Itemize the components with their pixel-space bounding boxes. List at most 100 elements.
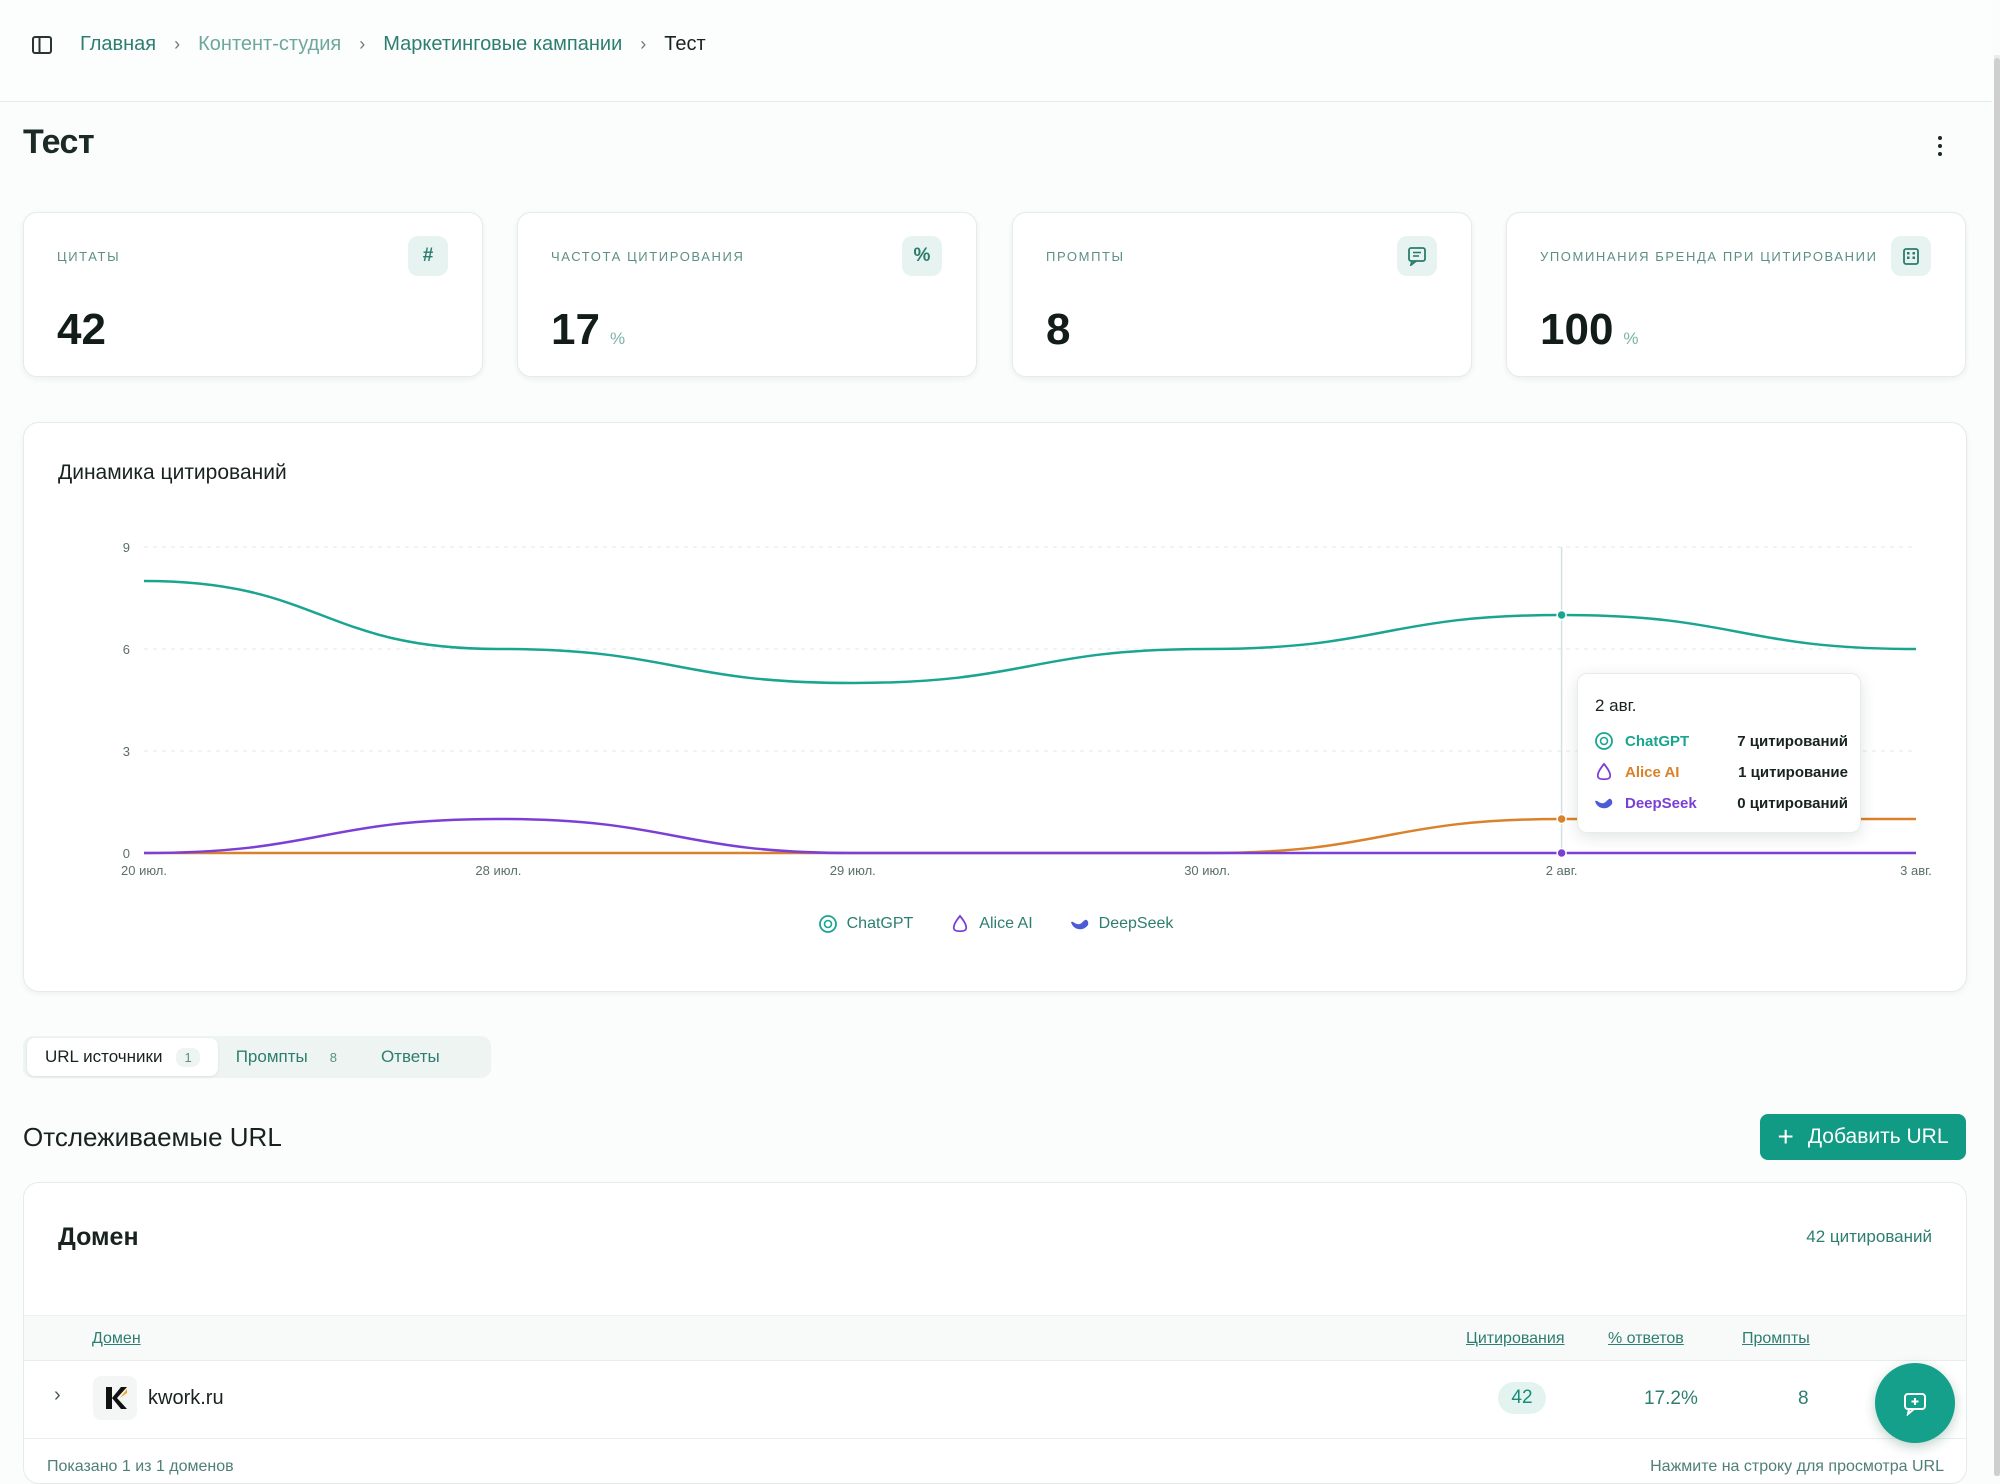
kpi-value: 42 (57, 305, 106, 354)
x-tick-label: 2 авг. (1546, 863, 1578, 878)
chevron-right-icon: › (359, 34, 366, 54)
chart-tooltip: 2 авг. ChatGPT 7 цитирований Alice AI 1 … (1577, 673, 1861, 833)
percent-icon: % (902, 236, 942, 276)
table-row[interactable]: › kwork.ru 42 17.2% 8 (24, 1360, 1966, 1439)
series-line-deepseek (143, 817, 1916, 855)
tooltip-series-name: DeepSeek (1625, 794, 1697, 812)
tab-answers[interactable]: Ответы (363, 1038, 458, 1076)
column-header-answer-percent[interactable]: % ответов (1608, 1330, 1684, 1347)
building-icon (1891, 236, 1931, 276)
kpi-value: 17% (551, 305, 626, 354)
x-tick-label: 29 июл. (830, 863, 876, 878)
data-point (1556, 609, 1567, 621)
tooltip-row-deepseek: DeepSeek 0 цитирований (1593, 791, 1848, 815)
kpi-label: Промпты (1046, 249, 1125, 264)
sidebar-toggle-icon[interactable] (32, 36, 52, 54)
add-url-label: Добавить URL (1807, 1125, 1949, 1148)
tab-label: URL источники (45, 1047, 163, 1066)
kpi-card-citations: Цитаты # 42 (23, 212, 483, 377)
add-url-button[interactable]: + Добавить URL (1760, 1114, 1966, 1160)
tooltip-series-name: ChatGPT (1625, 732, 1690, 750)
table-header: Домен Цитирования % ответов Промпты (24, 1315, 1966, 1361)
kpi-label: Частота цитирования (551, 249, 745, 264)
tooltip-series-value: 1 цитирование (1738, 763, 1848, 781)
message-plus-icon (1904, 1393, 1926, 1416)
tooltip-row-alice: Alice AI 1 цитирование (1593, 760, 1848, 784)
x-tick-label: 20 июл. (121, 863, 167, 878)
top-bar: Главная › Контент-студия › Маркетинговые… (0, 0, 1992, 102)
breadcrumb-campaigns[interactable]: Маркетинговые кампании (383, 33, 623, 55)
tooltip-series-value: 0 цитирований (1737, 794, 1848, 812)
tooltip-series-name: Alice AI (1625, 763, 1680, 781)
chevron-right-icon: › (174, 34, 181, 54)
column-header-domain[interactable]: Домен (92, 1330, 141, 1347)
chatgpt-icon (818, 915, 837, 933)
scrollbar-thumb[interactable] (1994, 58, 2000, 1476)
domain-card-title: Домен (58, 1223, 139, 1251)
row-answer-percent: 17.2% (1644, 1388, 1698, 1409)
chevron-right-icon[interactable]: › (54, 1384, 61, 1406)
chart-title: Динамика цитирований (58, 461, 287, 484)
tab-count: 1 (176, 1047, 200, 1067)
page-title: Тест (23, 123, 95, 161)
kpi-label: Упоминания бренда при цитировании (1540, 249, 1878, 264)
data-point (1556, 813, 1567, 825)
domain-citation-count: 42 цитирований (1806, 1227, 1932, 1246)
column-header-prompts[interactable]: Промпты (1742, 1330, 1810, 1347)
tooltip-row-chatgpt: ChatGPT 7 цитирований (1593, 729, 1848, 753)
domain-table-card: Домен 42 цитирований Домен Цитирования %… (23, 1182, 1967, 1484)
kpi-label: Цитаты (57, 249, 121, 264)
tooltip-series-value: 7 цитирований (1737, 732, 1848, 750)
kpi-card-citation-rate: Частота цитирования % 17% (517, 212, 977, 377)
legend-label: Alice AI (979, 915, 1033, 932)
deepseek-icon (1070, 919, 1088, 930)
more-options-icon[interactable] (1930, 128, 1950, 164)
kpi-value: 100% (1540, 305, 1639, 354)
kpi-unit: % (609, 329, 626, 348)
deepseek-icon (1595, 798, 1613, 809)
x-tick-label: 3 авг. (1900, 863, 1932, 878)
tab-url-sources[interactable]: URL источники 1 (27, 1038, 218, 1076)
message-icon (1397, 236, 1437, 276)
y-tick-label: 9 (123, 540, 130, 555)
citations-line-chart[interactable]: 0 3 6 9 20 июл. 28 июл. 29 июл. 30 июл. 2 авг. 3 … (24, 423, 1966, 991)
kpi-card-prompts: Промпты 8 (1012, 212, 1472, 377)
breadcrumb-current: Тест (664, 33, 706, 55)
data-point (1556, 847, 1567, 859)
plus-icon: + (1777, 1121, 1794, 1152)
citations-badge: 42 (1498, 1382, 1546, 1414)
breadcrumb-content-studio[interactable]: Контент-студия (198, 33, 342, 55)
row-domain-name: kwork.ru (148, 1387, 224, 1409)
kpi-value: 8 (1046, 305, 1071, 354)
legend-item-alice[interactable]: Alice AI (949, 913, 1033, 935)
series-line-chatgpt (143, 579, 1917, 685)
legend-label: DeepSeek (1098, 915, 1174, 932)
column-header-citations[interactable]: Цитирования (1466, 1330, 1565, 1347)
tab-prompts[interactable]: Промпты 8 (218, 1038, 363, 1076)
legend-label: ChatGPT (846, 915, 914, 932)
x-tick-label: 28 июл. (475, 863, 521, 878)
x-tick-label: 30 июл. (1184, 863, 1230, 878)
legend-item-deepseek[interactable]: DeepSeek (1069, 913, 1174, 935)
y-tick-label: 3 (123, 744, 130, 759)
y-tick-label: 0 (123, 846, 130, 861)
chart-legend: ChatGPT Alice AI DeepSeek (24, 913, 1966, 935)
tab-label: Ответы (380, 1047, 440, 1066)
tracked-urls-title: Отслеживаемые URL (23, 1122, 282, 1152)
citations-chart-card: Динамика цитирований 0 3 6 9 20 июл. 28 июл. 2… (23, 422, 1967, 992)
kwork-favicon-icon (93, 1376, 137, 1420)
chat-fab-button[interactable] (1875, 1363, 1955, 1443)
alice-icon (1596, 762, 1612, 781)
row-click-hint: Нажмите на строку для просмотра URL (1650, 1458, 1944, 1475)
tooltip-date: 2 авг. (1595, 696, 1637, 715)
chatgpt-icon (1595, 732, 1613, 750)
row-prompts-count: 8 (1798, 1388, 1809, 1409)
y-tick-label: 6 (123, 642, 130, 657)
legend-item-chatgpt[interactable]: ChatGPT (817, 913, 914, 935)
alice-icon (953, 914, 968, 933)
tab-count: 8 (329, 1049, 337, 1065)
tabs-bar: URL источники 1 Промпты 8 Ответы (23, 1036, 491, 1078)
breadcrumb-home[interactable]: Главная (80, 33, 157, 55)
kpi-card-brand-mentions: Упоминания бренда при цитировании 100% (1506, 212, 1966, 377)
kpi-unit: % (1623, 329, 1639, 348)
